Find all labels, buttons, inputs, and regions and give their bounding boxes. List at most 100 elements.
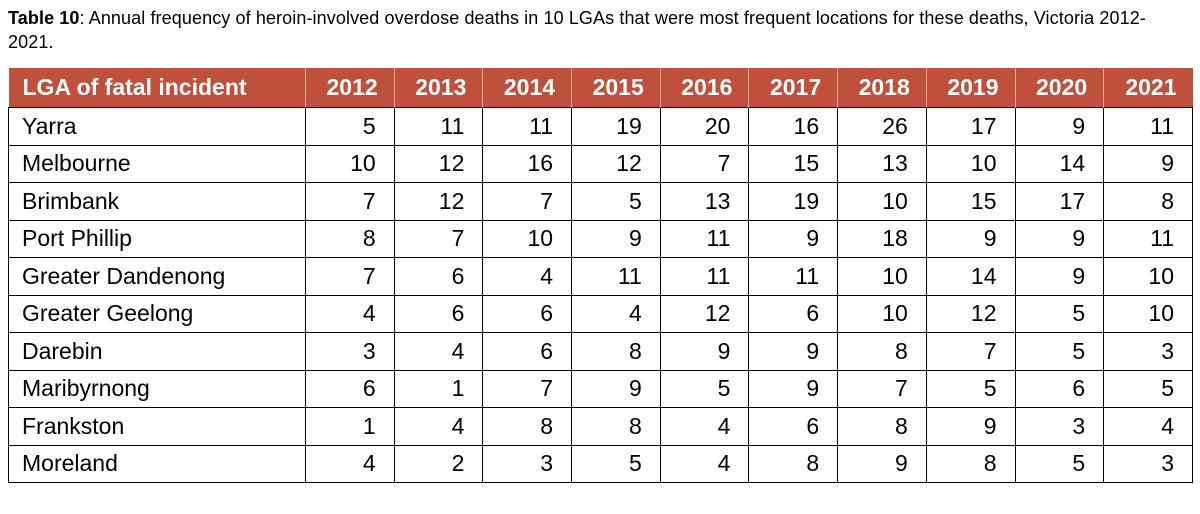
year-header-cell: 2016 <box>660 67 750 108</box>
table-caption: Table 10: Annual frequency of heroin-inv… <box>8 7 1178 55</box>
value-cell: 7 <box>837 369 927 408</box>
value-cell: 11 <box>482 107 573 146</box>
value-cell: 7 <box>482 369 573 408</box>
value-cell: 4 <box>659 444 750 483</box>
year-header-cell: 2021 <box>1103 67 1193 108</box>
value-cell: 16 <box>482 144 573 183</box>
value-cell: 9 <box>1103 144 1193 183</box>
value-cell: 9 <box>659 332 750 371</box>
value-cell: 10 <box>837 294 927 333</box>
table-row: Yarra 5 11 11 19 20 16 26 17 9 11 <box>8 107 1193 146</box>
table-row: Maribyrnong 6 1 7 9 5 9 7 5 6 5 <box>8 369 1193 408</box>
value-cell: 9 <box>571 219 661 258</box>
value-cell: 7 <box>925 332 1016 371</box>
table-header: LGA of fatal incident 2012 2013 2014 2015 20… <box>8 67 1193 108</box>
table-body: Yarra 5 11 11 19 20 16 26 17 9 11 Melbourne 10 12 16 12… <box>8 107 1193 483</box>
value-cell: 9 <box>1014 107 1105 146</box>
lga-cell: Moreland <box>8 444 306 483</box>
value-cell: 6 <box>748 294 839 333</box>
value-cell: 12 <box>393 144 484 183</box>
value-cell: 6 <box>393 257 484 296</box>
table-row: Greater Dandenong 7 6 4 11 11 11 10 14 9 10 <box>8 257 1193 296</box>
table-row: Port Phillip 8 7 10 9 11 9 18 9 9 11 <box>8 219 1193 258</box>
value-cell: 4 <box>571 294 661 333</box>
year-header-cell: 2019 <box>926 67 1016 108</box>
value-cell: 10 <box>305 144 395 183</box>
value-cell: 4 <box>305 444 395 483</box>
value-cell: 18 <box>837 219 927 258</box>
value-cell: 8 <box>925 444 1016 483</box>
value-cell: 3 <box>482 444 573 483</box>
lga-column-header: LGA of fatal incident <box>8 67 306 108</box>
value-cell: 2 <box>393 444 484 483</box>
value-cell: 10 <box>482 219 573 258</box>
year-header-cell: 2020 <box>1015 67 1105 108</box>
value-cell: 5 <box>305 107 395 146</box>
value-cell: 5 <box>1103 369 1193 408</box>
value-cell: 9 <box>571 369 661 408</box>
value-cell: 5 <box>571 444 661 483</box>
value-cell: 16 <box>748 107 839 146</box>
lga-cell: Darebin <box>8 332 306 371</box>
value-cell: 9 <box>837 444 927 483</box>
value-cell: 9 <box>1014 257 1105 296</box>
table-row: Melbourne 10 12 16 12 7 15 13 10 14 9 <box>8 144 1193 183</box>
value-cell: 4 <box>393 407 484 446</box>
value-cell: 9 <box>748 369 839 408</box>
value-cell: 4 <box>305 294 395 333</box>
value-cell: 6 <box>393 294 484 333</box>
value-cell: 13 <box>659 182 750 221</box>
lga-cell: Greater Geelong <box>8 294 306 333</box>
value-cell: 15 <box>925 182 1016 221</box>
table-row: Moreland 4 2 3 5 4 8 9 8 5 3 <box>8 444 1193 483</box>
value-cell: 7 <box>659 144 750 183</box>
value-cell: 10 <box>837 182 927 221</box>
value-cell: 12 <box>925 294 1016 333</box>
lga-cell: Port Phillip <box>8 219 306 258</box>
value-cell: 9 <box>925 407 1016 446</box>
value-cell: 6 <box>1014 369 1105 408</box>
value-cell: 7 <box>305 182 395 221</box>
value-cell: 20 <box>659 107 750 146</box>
value-cell: 11 <box>659 257 750 296</box>
value-cell: 1 <box>393 369 484 408</box>
value-cell: 9 <box>748 219 839 258</box>
value-cell: 9 <box>748 332 839 371</box>
value-cell: 8 <box>837 407 927 446</box>
value-cell: 5 <box>1014 294 1105 333</box>
value-cell: 10 <box>1103 294 1193 333</box>
value-cell: 7 <box>393 219 484 258</box>
table-row: Greater Geelong 4 6 6 4 12 6 10 12 5 10 <box>8 294 1193 333</box>
value-cell: 12 <box>571 144 661 183</box>
overdose-deaths-table: LGA of fatal incident 2012 2013 2014 2015 20… <box>8 67 1193 484</box>
table-caption-text: : Annual frequency of heroin-involved ov… <box>8 8 1146 52</box>
lga-cell: Maribyrnong <box>8 369 306 408</box>
value-cell: 10 <box>1103 257 1193 296</box>
value-cell: 6 <box>305 369 395 408</box>
value-cell: 5 <box>571 182 661 221</box>
value-cell: 8 <box>571 332 661 371</box>
value-cell: 4 <box>1103 407 1193 446</box>
table-row: Brimbank 7 12 7 5 13 19 10 15 17 8 <box>8 182 1193 221</box>
value-cell: 19 <box>571 107 661 146</box>
table-row: Frankston 1 4 8 8 4 6 8 9 3 4 <box>8 407 1193 446</box>
year-header-cell: 2012 <box>305 67 395 108</box>
value-cell: 10 <box>837 257 927 296</box>
value-cell: 3 <box>1103 332 1193 371</box>
value-cell: 8 <box>305 219 395 258</box>
value-cell: 5 <box>1014 332 1105 371</box>
value-cell: 8 <box>571 407 661 446</box>
value-cell: 11 <box>393 107 484 146</box>
value-cell: 5 <box>1014 444 1105 483</box>
value-cell: 14 <box>1014 144 1105 183</box>
value-cell: 5 <box>659 369 750 408</box>
value-cell: 13 <box>837 144 927 183</box>
value-cell: 5 <box>925 369 1016 408</box>
value-cell: 12 <box>393 182 484 221</box>
value-cell: 11 <box>659 219 750 258</box>
value-cell: 17 <box>925 107 1016 146</box>
value-cell: 3 <box>305 332 395 371</box>
value-cell: 11 <box>1103 219 1193 258</box>
value-cell: 3 <box>1103 444 1193 483</box>
lga-cell: Brimbank <box>8 182 306 221</box>
